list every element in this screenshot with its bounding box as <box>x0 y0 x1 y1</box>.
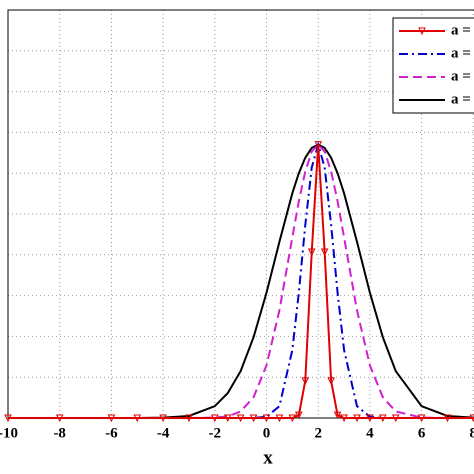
point-marker <box>275 414 284 423</box>
point-marker <box>159 414 167 423</box>
x-tick-label: 4 <box>366 425 374 441</box>
point-marker <box>55 414 64 423</box>
x-tick-label: -6 <box>105 425 118 441</box>
point-marker <box>353 414 361 423</box>
point-marker <box>333 411 342 420</box>
legend-label: a = <box>451 91 471 107</box>
x-tick-label: -10 <box>0 425 18 441</box>
x-tick-label: -2 <box>209 425 222 441</box>
x-axis-label: x <box>263 447 273 468</box>
point-marker <box>314 141 323 149</box>
x-tick-label: 8 <box>470 425 474 441</box>
point-marker <box>417 414 426 423</box>
point-marker <box>210 414 219 423</box>
point-marker <box>379 414 387 423</box>
x-tick-label: 2 <box>314 425 322 441</box>
point-marker <box>133 414 142 423</box>
point-marker <box>107 414 116 423</box>
legend-label: a = <box>451 45 471 61</box>
legend-label: a = <box>451 22 471 38</box>
point-marker <box>327 377 335 385</box>
point-marker <box>223 414 232 423</box>
legend-label: a = <box>451 68 471 84</box>
point-marker <box>320 248 329 257</box>
point-marker <box>236 414 245 423</box>
point-marker <box>185 414 193 423</box>
line-series <box>8 143 474 419</box>
point-marker <box>262 414 271 423</box>
point-marker <box>295 411 303 420</box>
point-marker <box>366 414 374 423</box>
x-tick-label: -8 <box>53 425 66 441</box>
point-marker <box>340 414 348 423</box>
point-marker <box>391 414 400 423</box>
point-marker <box>288 414 297 423</box>
point-marker <box>443 414 452 423</box>
x-tick-label: 0 <box>263 425 271 441</box>
x-tick-label: -4 <box>157 425 170 441</box>
line-series <box>8 144 474 419</box>
legend-box <box>392 17 474 114</box>
point-marker <box>307 248 316 257</box>
point-marker <box>469 414 474 423</box>
legend-marker <box>418 27 426 36</box>
x-tick-label: 6 <box>418 425 426 441</box>
point-marker <box>249 414 258 423</box>
point-marker <box>301 377 310 385</box>
point-marker <box>4 414 12 423</box>
